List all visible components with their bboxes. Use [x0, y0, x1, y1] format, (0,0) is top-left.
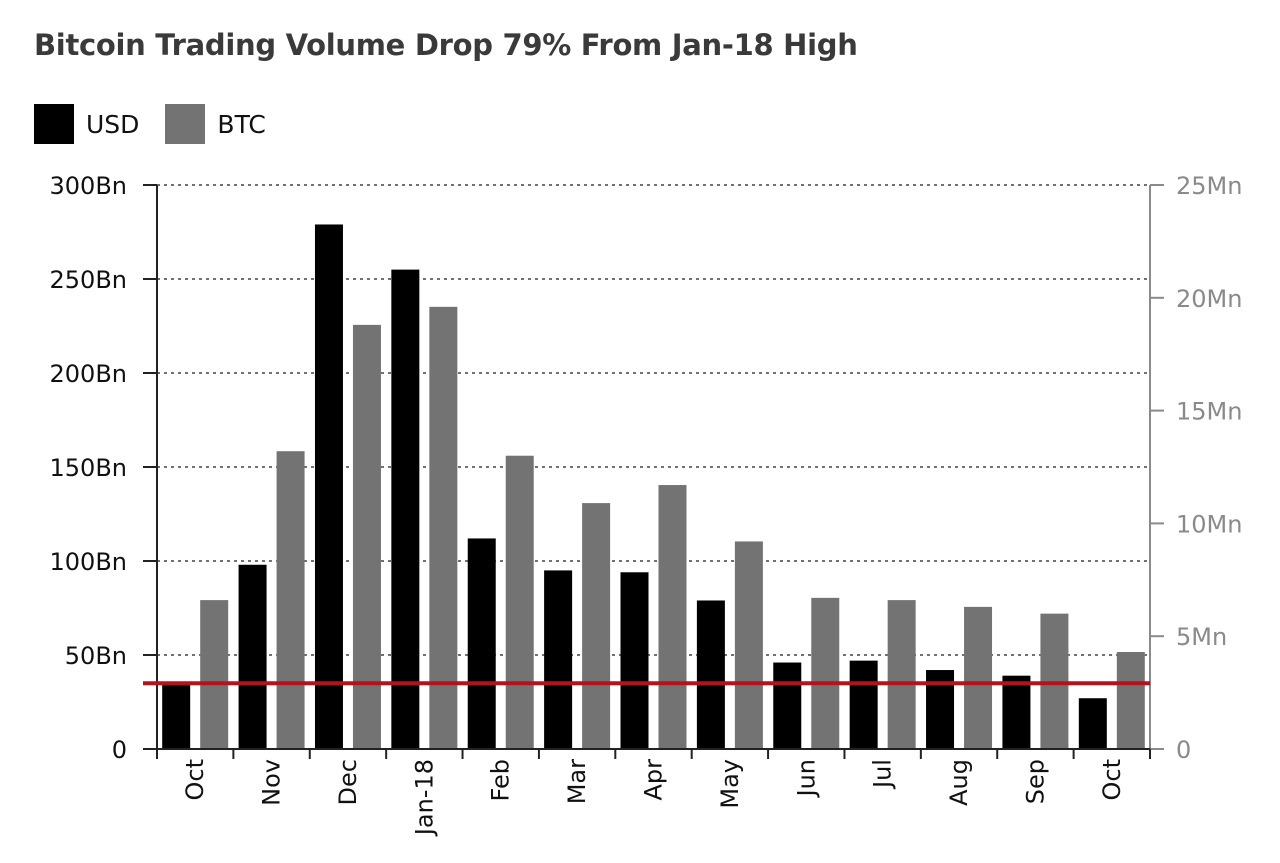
bar-btc: [200, 600, 229, 749]
x-tick-label: Dec: [334, 759, 362, 805]
y-left-tick-label: 200Bn: [50, 360, 127, 388]
bar-btc: [352, 324, 381, 749]
bar-btc: [582, 503, 611, 749]
bar-usd: [1002, 675, 1031, 749]
bar-btc: [734, 541, 763, 749]
bar-usd: [544, 570, 573, 749]
bar-btc: [1116, 651, 1145, 749]
bar-btc: [658, 485, 687, 749]
x-tick-label: May: [716, 759, 744, 809]
y-left-tick-label: 250Bn: [50, 266, 127, 294]
x-tick-label: Oct: [1098, 759, 1126, 801]
bar-usd: [467, 538, 496, 749]
legend-swatch-usd: [34, 104, 74, 144]
bar-usd: [620, 572, 649, 749]
y-left-tick-label: 150Bn: [50, 454, 127, 482]
y-left-tick-label: 300Bn: [50, 172, 127, 200]
legend-label-btc: BTC: [217, 109, 266, 139]
legend-item-btc: BTC: [165, 104, 266, 144]
y-left-tick-label: 100Bn: [50, 548, 127, 576]
bar-usd: [849, 660, 878, 749]
bar-btc: [811, 597, 840, 749]
bar-usd: [162, 683, 191, 749]
x-tick-label: Apr: [640, 759, 668, 801]
bar-btc: [964, 606, 993, 749]
bar-usd: [314, 224, 343, 750]
bar-btc: [505, 455, 534, 749]
bar-btc: [276, 451, 305, 749]
y-right-tick-label: 10Mn: [1176, 510, 1242, 538]
x-tick-label: Sep: [1021, 759, 1049, 804]
legend-label-usd: USD: [86, 109, 140, 139]
y-right-tick-label: 5Mn: [1176, 623, 1227, 651]
y-left-tick-label: 0: [112, 736, 127, 764]
bar-usd: [1078, 698, 1107, 749]
bar-usd: [238, 564, 267, 749]
y-left-tick-label: 50Bn: [65, 642, 127, 670]
bar-btc: [887, 600, 916, 749]
x-tick-label: Feb: [487, 759, 515, 802]
x-tick-label: Oct: [181, 759, 209, 801]
x-tick-label: Aug: [945, 759, 973, 806]
legend-swatch-btc: [165, 104, 206, 144]
bar-usd: [696, 600, 725, 749]
y-right-tick-label: 20Mn: [1176, 285, 1242, 313]
legend-item-usd: USD: [34, 104, 139, 144]
legend: USD BTC: [34, 104, 292, 144]
x-tick-label: Nov: [258, 759, 286, 806]
x-tick-label: Mar: [563, 759, 591, 804]
bar-usd: [391, 269, 420, 749]
bar-btc: [429, 306, 458, 749]
chart-title: Bitcoin Trading Volume Drop 79% From Jan…: [34, 28, 858, 62]
x-tick-label: Jan-18: [410, 759, 438, 837]
y-right-tick-label: 25Mn: [1176, 172, 1242, 200]
bar-usd: [773, 662, 802, 749]
y-right-tick-label: 15Mn: [1176, 398, 1242, 426]
x-tick-label: Jun: [792, 759, 820, 799]
x-tick-label: Jul: [869, 759, 897, 790]
y-right-tick-label: 0: [1176, 736, 1191, 764]
